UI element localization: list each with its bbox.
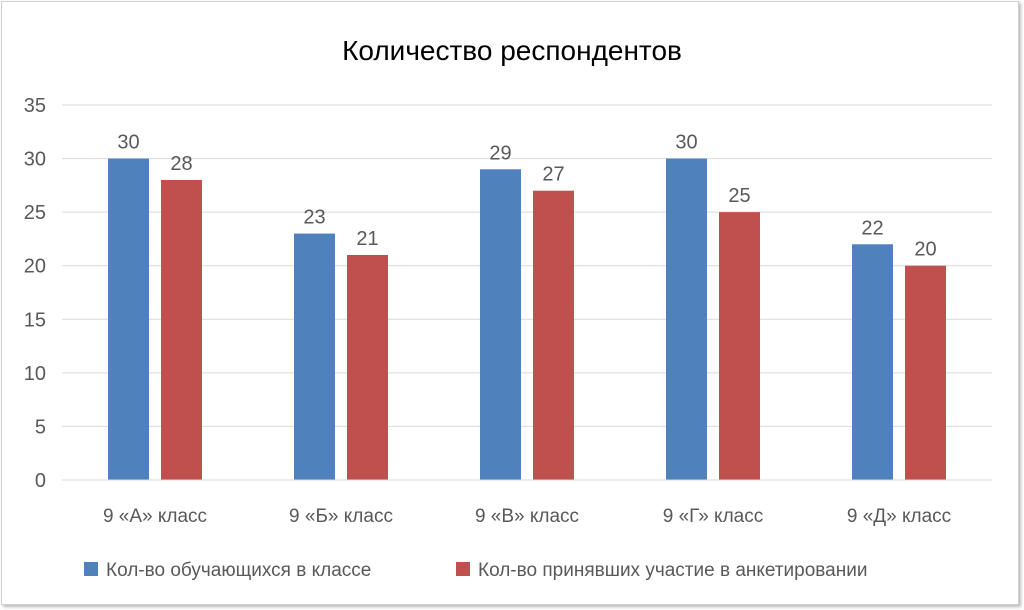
data-label: 23 (303, 207, 325, 229)
x-tick-label: 9 «Б» класс (289, 506, 393, 527)
data-label: 27 (542, 164, 564, 186)
y-tick-label: 0 (35, 470, 46, 492)
bar (905, 265, 946, 480)
bar (161, 180, 202, 480)
bar (719, 212, 760, 480)
data-label: 29 (489, 142, 511, 164)
data-label: 28 (170, 153, 192, 175)
x-tick-label: 9 «В» класс (475, 506, 579, 527)
legend-label: Кол-во принявших участие в анкетировании (478, 560, 867, 581)
bar (347, 255, 388, 480)
y-tick-label: 25 (24, 202, 46, 224)
x-tick-label: 9 «А» класс (103, 506, 207, 527)
y-tick-label: 35 (24, 95, 46, 117)
y-tick-label: 5 (35, 416, 46, 438)
y-tick-label: 30 (24, 149, 46, 171)
bar (852, 244, 893, 480)
chart-title: Количество респондентов (342, 35, 682, 66)
y-tick-label: 15 (24, 309, 46, 331)
bar (294, 233, 335, 480)
legend-swatch (456, 562, 470, 576)
data-label: 30 (117, 132, 139, 154)
data-label: 25 (728, 185, 750, 207)
data-label: 21 (356, 228, 378, 250)
x-tick-label: 9 «Г» класс (663, 506, 763, 527)
y-tick-label: 10 (24, 363, 46, 385)
data-label: 20 (914, 239, 936, 261)
legend-swatch (84, 562, 98, 576)
x-tick-label: 9 «Д» класс (847, 506, 951, 527)
legend-label: Кол-во обучающихся в классе (106, 560, 371, 581)
bar (533, 190, 574, 480)
y-tick-label: 20 (24, 256, 46, 278)
data-label: 30 (675, 132, 697, 154)
data-label: 22 (861, 217, 883, 239)
bar (666, 158, 707, 481)
bar (108, 158, 149, 481)
bar (480, 169, 521, 481)
